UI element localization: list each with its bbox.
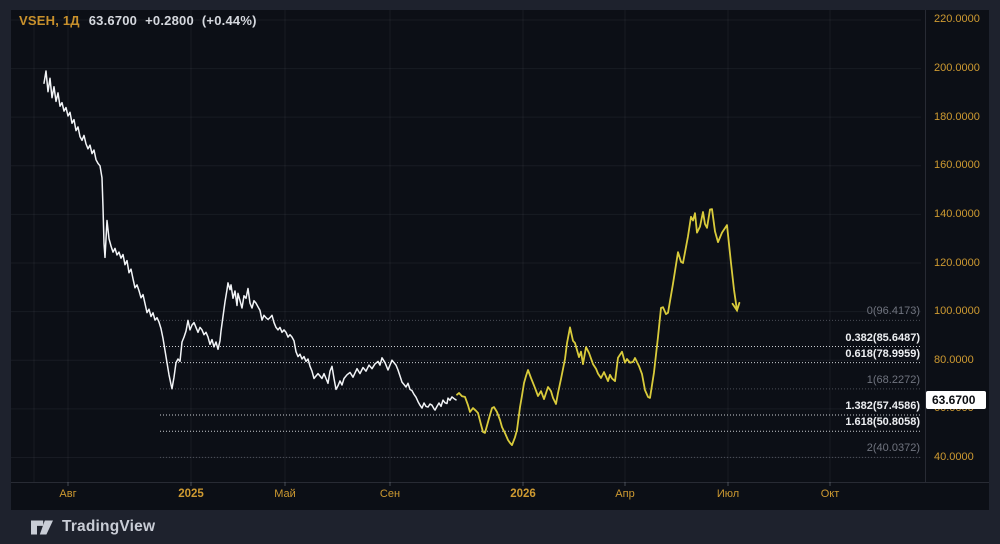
forecast-arrow-head (731, 301, 741, 313)
price-line-history (43, 70, 457, 411)
chart-widget[interactable] (11, 10, 989, 510)
footer-bar: TradingView (0, 510, 1000, 544)
last-price-tag: 63.6700 (926, 391, 986, 409)
symbol-title: VSEH, 1Д (19, 13, 80, 28)
price-change-value: +0.2800 (145, 13, 194, 28)
chart-legend: VSEH, 1Д 63.6700 +0.2800 (+0.44%) (19, 13, 265, 28)
price-change-percent: (+0.44%) (201, 13, 257, 28)
price-line-forecast (456, 208, 738, 447)
last-price-value: 63.6700 (88, 13, 138, 28)
brand-name[interactable]: TradingView (62, 518, 156, 535)
tradingview-logo-icon[interactable] (30, 517, 54, 537)
